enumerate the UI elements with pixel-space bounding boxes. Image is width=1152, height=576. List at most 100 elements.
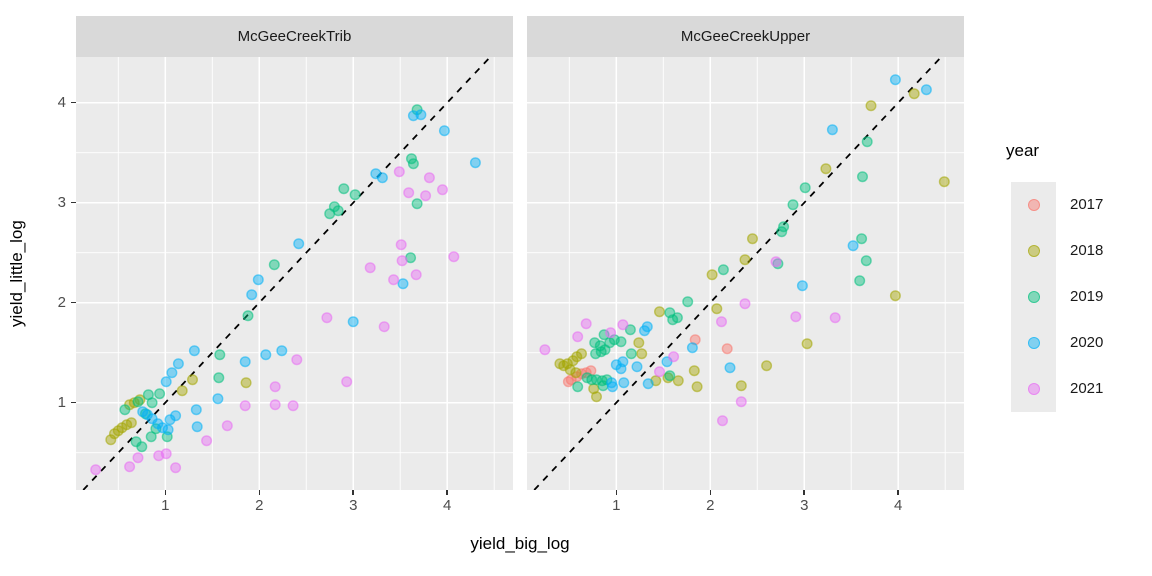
data-point-2019 <box>717 264 729 276</box>
data-point-2019 <box>856 233 868 245</box>
legend-key-2021 <box>1011 366 1056 412</box>
data-point-2020 <box>239 356 251 368</box>
legend-key-dot-2020 <box>1027 337 1040 349</box>
x-tick-mark <box>803 490 805 495</box>
data-point-2018 <box>938 176 950 188</box>
x-tick-mark <box>164 490 167 495</box>
data-point-2018 <box>176 385 188 397</box>
identity-line <box>82 57 491 490</box>
data-point-2021 <box>364 262 376 274</box>
data-point-2018 <box>105 434 117 446</box>
x-tick-mark <box>258 490 260 495</box>
y-tick-label: 4 <box>57 93 66 111</box>
legend-key-2017 <box>1011 182 1056 228</box>
data-point-2021 <box>221 420 233 432</box>
data-point-2018 <box>761 360 773 372</box>
x-tick-label: 4 <box>443 497 452 514</box>
data-point-2018 <box>706 269 718 281</box>
data-point-2018 <box>739 254 751 266</box>
data-point-2019 <box>332 205 344 217</box>
legend-key-2018 <box>1011 228 1056 274</box>
data-point-2020 <box>347 316 359 328</box>
data-point-2021 <box>393 166 405 178</box>
data-point-2018 <box>567 355 579 367</box>
data-point-2018 <box>865 100 877 112</box>
y-tick-label: 2 <box>57 293 66 311</box>
data-point-2021 <box>790 311 802 323</box>
identity-line <box>533 57 942 490</box>
data-point-2021 <box>132 452 144 464</box>
data-point-2020 <box>376 172 388 184</box>
data-point-2019 <box>268 259 280 271</box>
data-point-2021 <box>617 319 629 331</box>
data-point-2021 <box>716 415 728 427</box>
data-point-2018 <box>561 358 573 370</box>
data-point-2021 <box>341 376 353 388</box>
legend-entry-label: 2020 <box>1070 334 1104 351</box>
data-point-2019 <box>787 199 799 211</box>
data-point-2021 <box>395 239 407 251</box>
data-point-2019 <box>854 275 866 287</box>
data-point-2019 <box>860 255 872 267</box>
data-point-2020 <box>170 410 182 422</box>
data-point-2018 <box>801 338 813 350</box>
data-point-2021 <box>388 274 400 286</box>
x-tick-label: 3 <box>800 497 809 514</box>
data-point-2019 <box>119 404 131 416</box>
data-point-2021 <box>437 184 449 196</box>
data-point-2018 <box>735 380 747 392</box>
data-point-2018 <box>889 290 901 302</box>
x-tick-label: 1 <box>161 497 170 514</box>
data-point-2021 <box>539 344 551 356</box>
data-point-2021 <box>291 354 303 366</box>
data-point-2019 <box>857 171 869 183</box>
data-point-2018 <box>186 374 198 386</box>
data-point-2021 <box>170 462 182 474</box>
data-point-2019 <box>349 189 361 201</box>
data-point-2019 <box>242 310 254 322</box>
data-point-2019 <box>145 431 157 443</box>
data-point-2021 <box>715 316 727 328</box>
data-point-2019 <box>407 158 419 170</box>
data-point-2020 <box>724 362 736 374</box>
x-axis-title: yield_big_log <box>470 534 570 553</box>
data-point-2018 <box>570 367 582 379</box>
data-point-2020 <box>166 367 178 379</box>
data-point-2018 <box>636 348 648 360</box>
facet-strip-mcgeecreektrib: McGeeCreekTrib <box>76 16 513 57</box>
legend-key-dot-2018 <box>1027 245 1040 257</box>
data-point-2020 <box>172 358 184 370</box>
data-point-2020 <box>212 393 224 405</box>
panel-mcgeecreekupper <box>527 57 964 490</box>
data-point-2021 <box>605 327 617 339</box>
data-point-2019 <box>213 372 225 384</box>
legend-entry-label: 2019 <box>1070 288 1104 305</box>
data-point-2018 <box>820 163 832 175</box>
data-point-2020 <box>796 280 808 292</box>
panel-mcgeecreektrib <box>76 57 513 490</box>
data-point-2020 <box>606 377 618 389</box>
data-point-2020 <box>686 342 698 354</box>
data-point-2020 <box>606 381 618 393</box>
legend-title: year <box>1006 141 1040 160</box>
data-point-2020 <box>642 378 654 390</box>
data-point-2020 <box>415 109 427 121</box>
data-point-2020 <box>397 278 409 290</box>
data-point-2019 <box>132 396 144 408</box>
data-point-2020 <box>276 345 288 357</box>
data-point-2021 <box>239 400 251 412</box>
data-point-2019 <box>625 348 637 360</box>
data-point-2021 <box>396 255 408 267</box>
data-point-2019 <box>671 312 683 324</box>
legend-entry-label: 2017 <box>1070 196 1104 213</box>
legend-key-dot-2019 <box>1027 291 1040 303</box>
y-axis-title: yield_little_log <box>7 220 26 327</box>
data-point-2021 <box>403 187 415 199</box>
data-point-2019 <box>328 201 340 213</box>
y-tick-label: 1 <box>57 393 66 411</box>
data-point-2021 <box>735 396 747 408</box>
x-tick-mark <box>709 490 711 495</box>
data-point-2020 <box>438 125 450 137</box>
data-point-2020 <box>160 376 172 388</box>
